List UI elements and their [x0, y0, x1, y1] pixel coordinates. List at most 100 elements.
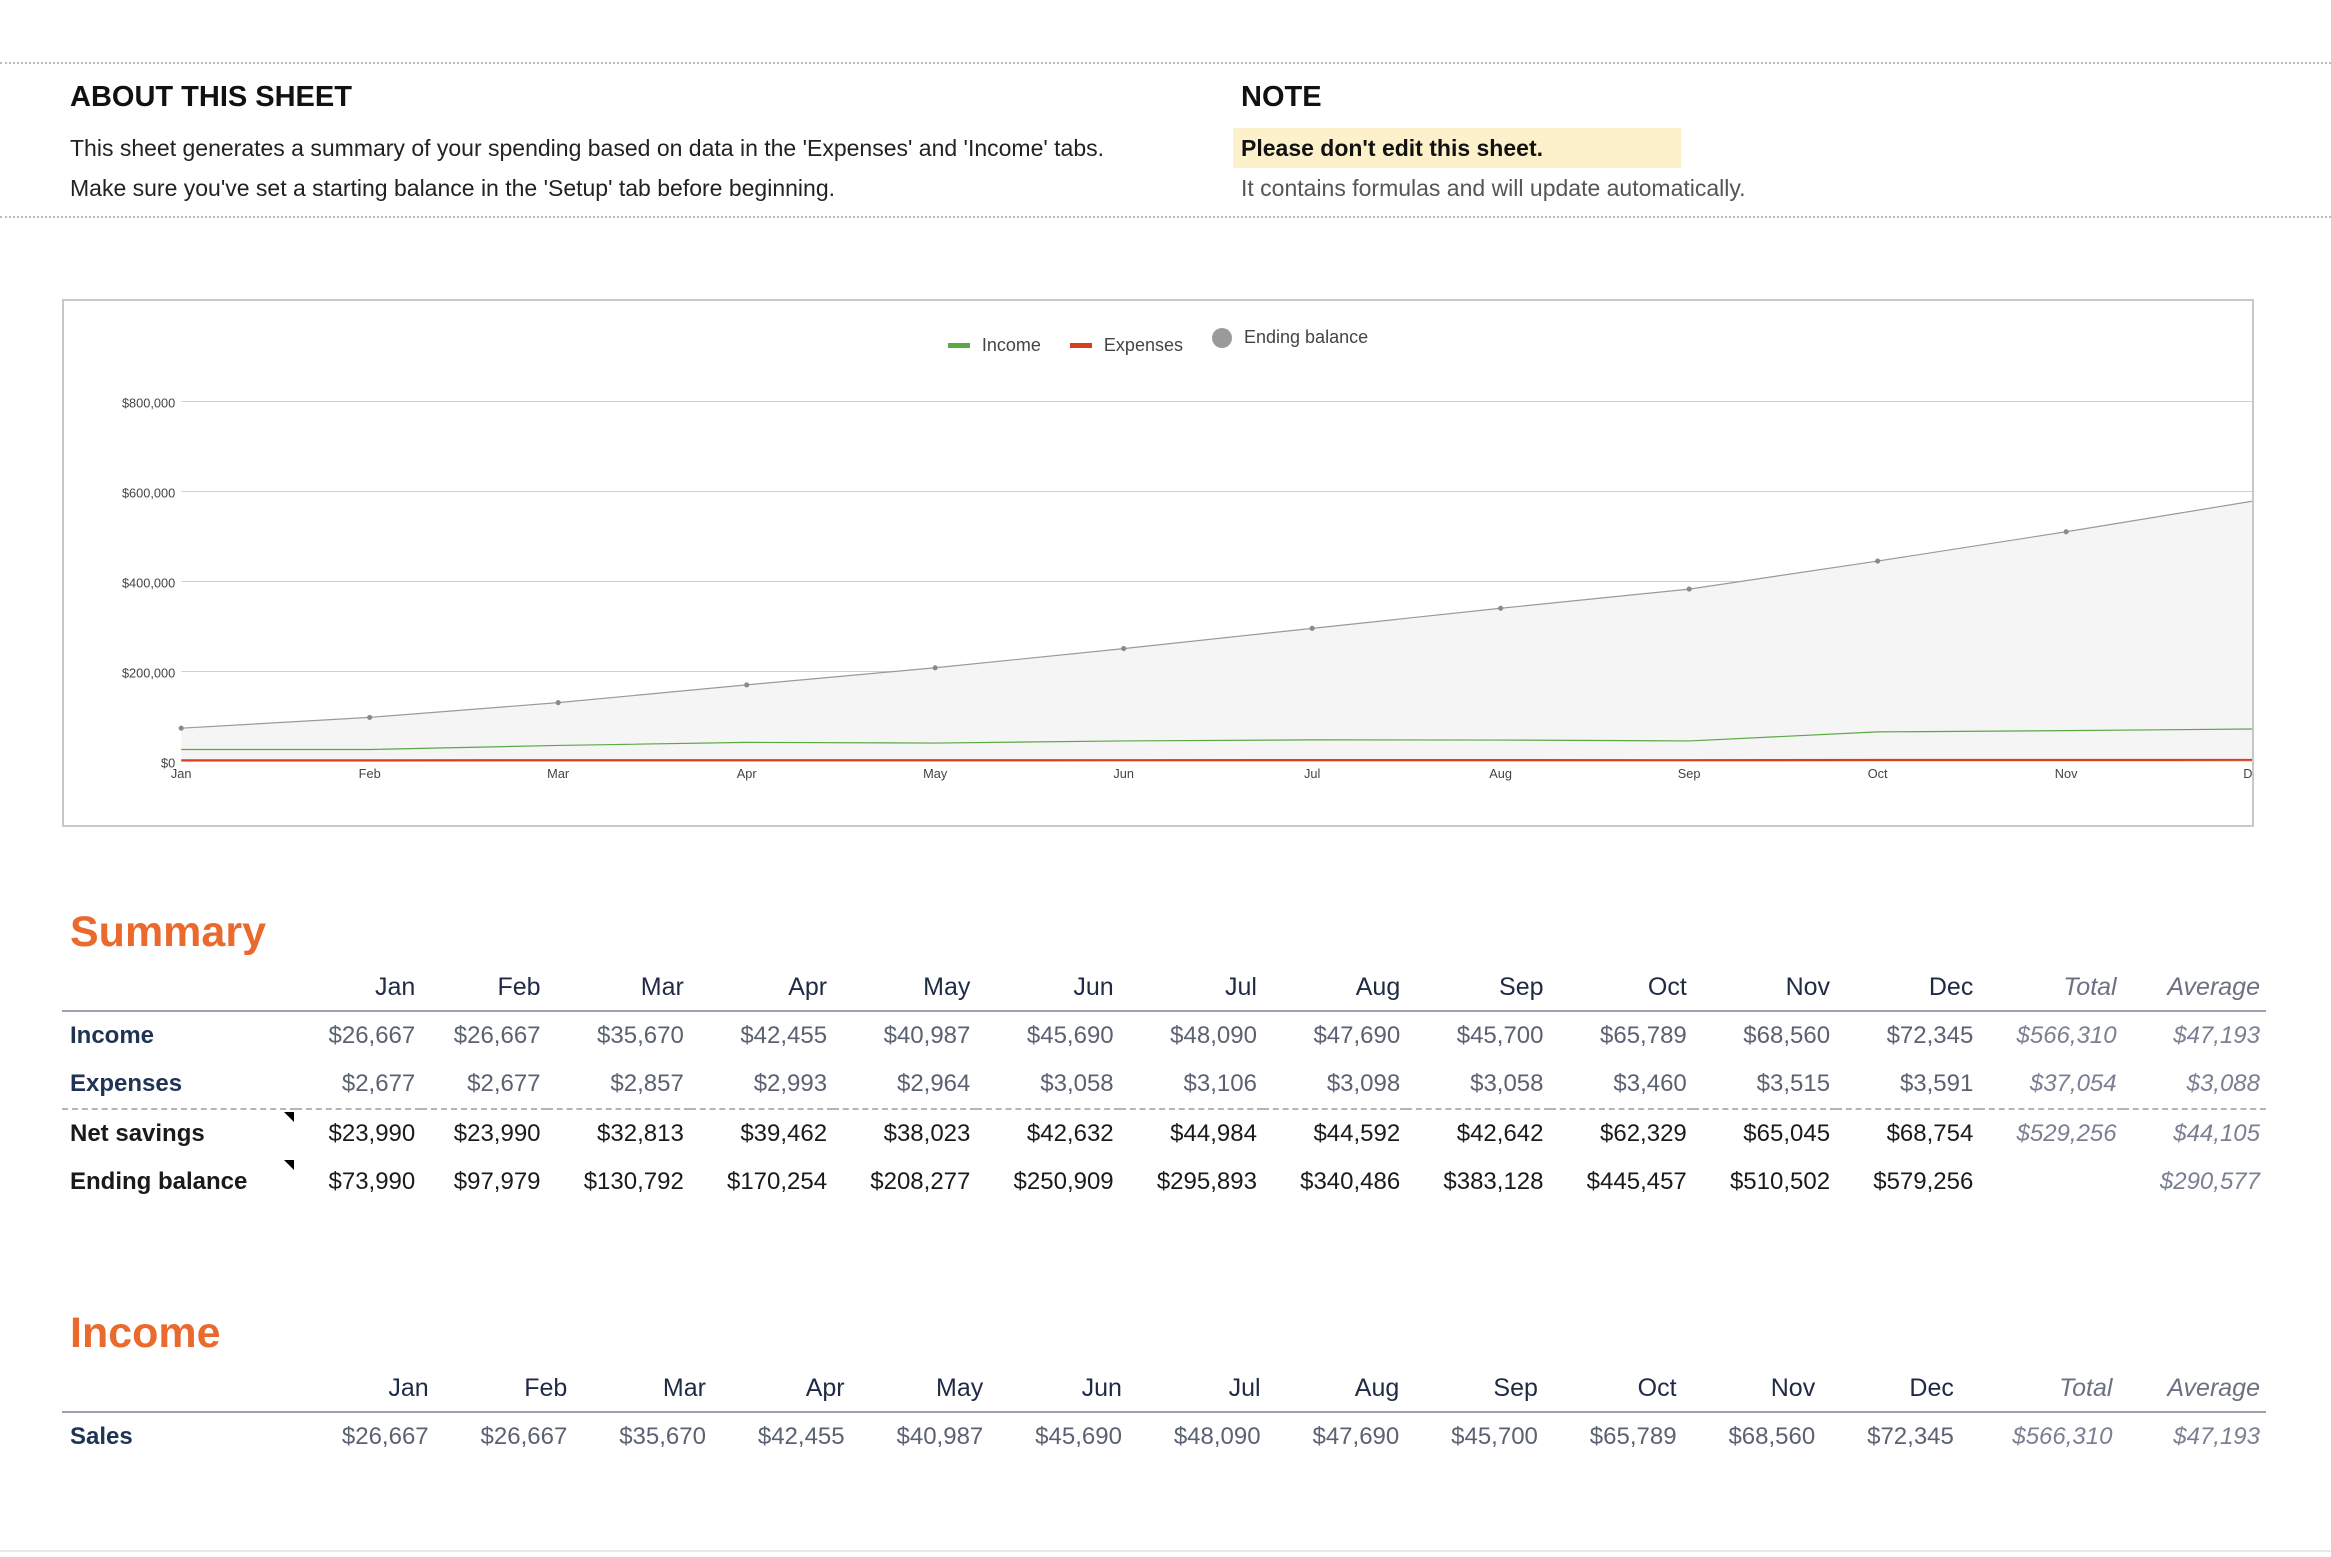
- table-cell[interactable]: $2,964: [896, 1070, 971, 1097]
- row-label[interactable]: Sales: [62, 1412, 296, 1461]
- table-cell[interactable]: $579,256: [1873, 1168, 1974, 1195]
- legend-expenses[interactable]: Expenses: [1069, 335, 1183, 356]
- table-cell[interactable]: $39,462: [689, 1108, 834, 1158]
- table-cell[interactable]: $3,591: [1899, 1070, 1974, 1097]
- table-cell[interactable]: $68,560: [1743, 1022, 1831, 1049]
- balance-point: [178, 725, 184, 731]
- row-label[interactable]: Net savings: [62, 1108, 296, 1158]
- table-cell[interactable]: $38,023: [833, 1108, 977, 1158]
- table-cell[interactable]: $2,677: [467, 1070, 541, 1097]
- income-expenses-chart[interactable]: Income Expenses Ending balance $0 $200,00…: [62, 299, 2254, 827]
- average-cell[interactable]: $47,193: [2173, 1423, 2260, 1450]
- table-cell[interactable]: $170,254: [726, 1168, 828, 1195]
- table-cell[interactable]: $48,090: [1173, 1423, 1261, 1450]
- balance-point: [555, 700, 561, 706]
- table-cell[interactable]: $383,128: [1443, 1168, 1544, 1195]
- table-cell[interactable]: $3,515: [1756, 1070, 1831, 1097]
- table-cell[interactable]: $295,893: [1156, 1168, 1257, 1195]
- x-tick-label: Oct: [1868, 766, 1888, 781]
- table-cell[interactable]: $130,792: [583, 1168, 684, 1195]
- table-cell[interactable]: $3,460: [1613, 1070, 1687, 1097]
- table-cell[interactable]: $42,455: [740, 1022, 828, 1049]
- average-cell[interactable]: $44,105: [2122, 1108, 2266, 1158]
- table-cell[interactable]: $510,502: [1729, 1168, 1831, 1195]
- table-cell[interactable]: $65,789: [1589, 1423, 1677, 1450]
- table-cell[interactable]: $340,486: [1300, 1168, 1401, 1195]
- table-cell[interactable]: $40,987: [896, 1423, 984, 1450]
- average-cell[interactable]: $3,088: [2186, 1070, 2260, 1097]
- x-tick-label: Apr: [737, 766, 758, 781]
- total-cell[interactable]: $529,256: [1979, 1108, 2123, 1158]
- table-cell[interactable]: $47,690: [1312, 1423, 1400, 1450]
- table-cell[interactable]: $2,677: [341, 1070, 416, 1097]
- table-cell[interactable]: $65,789: [1600, 1022, 1687, 1049]
- table-cell[interactable]: $65,045: [1692, 1108, 1837, 1158]
- table-cell[interactable]: $68,754: [1836, 1108, 1980, 1158]
- table-cell[interactable]: $42,455: [757, 1423, 845, 1450]
- average-cell[interactable]: $290,577: [2159, 1168, 2260, 1195]
- row-label[interactable]: Ending balance: [62, 1158, 296, 1206]
- bottom-dotted-divider: [0, 216, 2331, 218]
- table-cell[interactable]: $44,592: [1262, 1108, 1407, 1158]
- table-row: Net savings $23,990 $23,990 $32,813 $39,462 $…: [62, 1108, 2266, 1158]
- table-cell[interactable]: $32,813: [546, 1108, 690, 1158]
- table-cell[interactable]: $72,345: [1867, 1423, 1954, 1450]
- table-cell[interactable]: $26,667: [328, 1022, 416, 1049]
- table-cell[interactable]: $47,690: [1313, 1022, 1401, 1049]
- total-cell[interactable]: $566,310: [2016, 1022, 2117, 1049]
- table-cell[interactable]: $42,642: [1406, 1108, 1550, 1158]
- table-cell[interactable]: $2,857: [610, 1070, 684, 1097]
- table-cell[interactable]: $72,345: [1886, 1022, 1974, 1049]
- legend-balance[interactable]: Ending balance: [1212, 327, 1368, 348]
- table-cell[interactable]: $40,987: [883, 1022, 971, 1049]
- table-cell[interactable]: $35,670: [619, 1423, 706, 1450]
- average-cell[interactable]: $47,193: [2173, 1022, 2260, 1049]
- table-cell[interactable]: $23,990: [421, 1108, 547, 1158]
- comment-marker-icon[interactable]: [284, 1112, 294, 1122]
- column-header-apr: Apr: [788, 972, 828, 1001]
- table-cell[interactable]: $45,700: [1456, 1022, 1544, 1049]
- note-title: NOTE: [1241, 81, 1322, 113]
- total-cell[interactable]: $37,054: [2029, 1070, 2117, 1097]
- legend-income[interactable]: Income: [947, 334, 1041, 356]
- table-cell[interactable]: $73,990: [328, 1168, 416, 1195]
- table-cell[interactable]: $3,058: [1040, 1070, 1114, 1097]
- table-cell[interactable]: $97,979: [453, 1168, 541, 1195]
- comment-marker-icon[interactable]: [284, 1160, 294, 1170]
- x-tick-label: Dec: [2243, 766, 2252, 781]
- total-cell[interactable]: [1979, 1158, 2122, 1206]
- table-cell[interactable]: $445,457: [1586, 1168, 1687, 1195]
- table-cell[interactable]: $45,690: [1026, 1022, 1114, 1049]
- column-header-nov: Nov: [1770, 1373, 1816, 1402]
- y-tick-label: $200,000: [122, 666, 175, 681]
- column-header-jan: Jan: [388, 1373, 429, 1402]
- table-cell[interactable]: $45,700: [1451, 1423, 1538, 1450]
- table-cell[interactable]: $42,632: [976, 1108, 1120, 1158]
- column-header-total: Total: [2063, 972, 2117, 1001]
- table-cell[interactable]: $45,690: [1035, 1423, 1122, 1450]
- table-cell[interactable]: $23,990: [296, 1108, 422, 1158]
- row-label[interactable]: Income: [62, 1011, 296, 1060]
- table-cell[interactable]: $250,909: [1013, 1168, 1114, 1195]
- column-header-feb: Feb: [497, 972, 541, 1001]
- table-cell[interactable]: $3,098: [1326, 1070, 1401, 1097]
- table-cell[interactable]: $208,277: [870, 1168, 971, 1195]
- table-cell[interactable]: $62,329: [1549, 1108, 1693, 1158]
- table-cell[interactable]: $26,667: [480, 1423, 568, 1450]
- table-cell[interactable]: $26,667: [341, 1423, 429, 1450]
- table-cell[interactable]: $3,106: [1183, 1070, 1257, 1097]
- total-cell[interactable]: $566,310: [2012, 1423, 2113, 1450]
- table-cell[interactable]: $68,560: [1728, 1423, 1816, 1450]
- table-cell[interactable]: $3,058: [1470, 1070, 1544, 1097]
- column-header-average: Average: [2167, 1373, 2260, 1402]
- table-cell[interactable]: $26,667: [453, 1022, 541, 1049]
- table-cell[interactable]: $48,090: [1170, 1022, 1257, 1049]
- table-cell[interactable]: $35,670: [597, 1022, 684, 1049]
- legend-income-label: Income: [981, 334, 1041, 355]
- about-title: ABOUT THIS SHEET: [70, 81, 352, 113]
- table-cell[interactable]: $2,993: [753, 1070, 828, 1097]
- balance-point: [1498, 605, 1504, 611]
- table-cell[interactable]: $44,984: [1119, 1108, 1263, 1158]
- column-header-jan: Jan: [374, 972, 416, 1001]
- row-label[interactable]: Expenses: [62, 1060, 296, 1109]
